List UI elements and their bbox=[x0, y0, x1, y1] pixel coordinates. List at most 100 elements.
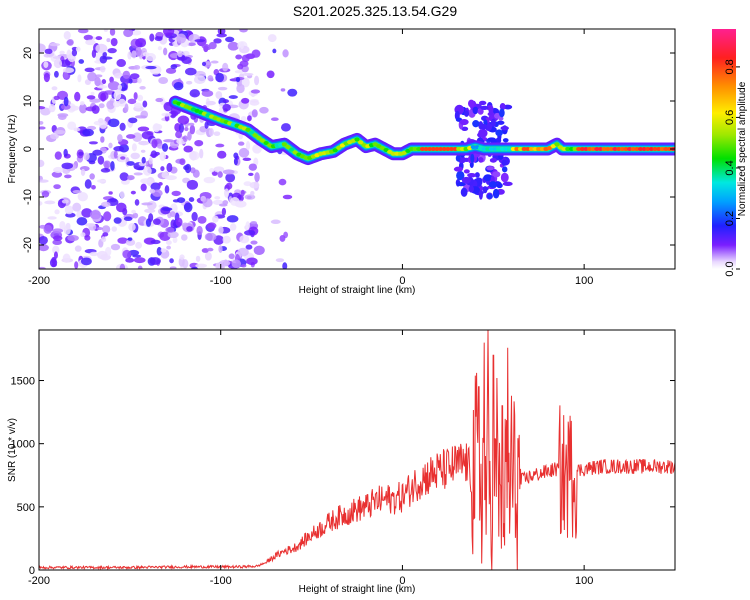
noise-blob bbox=[41, 190, 50, 198]
noise-blob bbox=[110, 37, 118, 47]
noise-blob bbox=[463, 110, 470, 117]
noise-blob bbox=[182, 50, 190, 56]
ridge-core bbox=[281, 142, 287, 147]
noise-blob bbox=[245, 140, 251, 151]
noise-blob bbox=[468, 185, 474, 193]
noise-blob bbox=[120, 156, 126, 160]
noise-blob bbox=[88, 141, 98, 145]
noise-blob bbox=[270, 219, 281, 225]
noise-blob bbox=[254, 172, 260, 183]
noise-blob bbox=[206, 247, 214, 252]
noise-blob bbox=[500, 172, 509, 183]
y-tick-label: 0 bbox=[22, 146, 34, 152]
noise-blob bbox=[184, 163, 192, 174]
ridge-core bbox=[492, 147, 498, 151]
noise-blob bbox=[60, 104, 71, 110]
noise-blob bbox=[125, 134, 136, 139]
noise-blob bbox=[252, 144, 262, 154]
ridge-core bbox=[521, 147, 527, 151]
noise-blob bbox=[210, 60, 219, 64]
figure-title: S201.2025.325.13.54.G29 bbox=[293, 3, 457, 19]
noise-blob bbox=[253, 157, 259, 166]
ridge-core bbox=[561, 147, 567, 151]
noise-blob bbox=[85, 223, 96, 227]
ridge-core bbox=[379, 146, 386, 151]
noise-blob bbox=[80, 257, 92, 266]
noise-blob bbox=[90, 91, 95, 96]
ridge-core bbox=[441, 147, 447, 151]
snr-frame bbox=[38, 329, 676, 571]
colorbar-tick-label: 0.8 bbox=[724, 59, 736, 74]
noise-blob bbox=[248, 172, 254, 177]
noise-blob bbox=[107, 48, 117, 54]
noise-blob bbox=[215, 91, 223, 99]
noise-blob bbox=[187, 131, 192, 141]
noise-blob bbox=[250, 89, 261, 94]
noise-blob bbox=[116, 59, 127, 67]
noise-blob bbox=[218, 226, 224, 234]
noise-blob bbox=[173, 81, 184, 91]
spectrogram-image bbox=[39, 29, 675, 269]
noise-blob bbox=[472, 106, 479, 115]
spectrogram-x-label: Height of straight line (km) bbox=[299, 285, 416, 296]
noise-blob bbox=[251, 49, 261, 58]
noise-blob bbox=[63, 96, 69, 107]
noise-blob bbox=[62, 67, 75, 74]
ridge-core bbox=[499, 147, 505, 151]
ridge-core bbox=[547, 146, 553, 151]
noise-blob bbox=[280, 123, 291, 132]
noise-blob bbox=[217, 86, 228, 91]
noise-blob bbox=[237, 63, 244, 70]
noise-blob bbox=[186, 80, 193, 85]
noise-blob bbox=[126, 161, 135, 166]
x-tick-label: -200 bbox=[28, 275, 50, 287]
noise-blob bbox=[188, 122, 195, 126]
noise-blob bbox=[217, 171, 223, 178]
noise-blob bbox=[135, 241, 143, 249]
noise-blob bbox=[110, 243, 121, 251]
noise-blob bbox=[468, 99, 475, 108]
noise-blob bbox=[176, 33, 187, 44]
ridge-core bbox=[507, 147, 513, 151]
noise-blob bbox=[204, 251, 212, 261]
noise-blob bbox=[108, 118, 120, 128]
ridge-core bbox=[285, 144, 291, 149]
noise-blob bbox=[169, 258, 174, 264]
noise-blob bbox=[238, 147, 250, 158]
noise-blob bbox=[242, 72, 254, 76]
noise-blob bbox=[98, 103, 105, 109]
noise-blob bbox=[131, 209, 136, 214]
noise-blob bbox=[213, 166, 225, 173]
noise-blob bbox=[228, 95, 238, 99]
noise-blob bbox=[203, 176, 216, 184]
noise-blob bbox=[267, 34, 277, 43]
noise-blob bbox=[250, 240, 258, 245]
noise-blob bbox=[148, 213, 154, 223]
noise-blob bbox=[490, 118, 496, 128]
noise-blob bbox=[135, 47, 142, 57]
ridge-core bbox=[259, 138, 266, 143]
noise-blob bbox=[125, 257, 135, 263]
noise-blob bbox=[83, 34, 93, 41]
noise-blob bbox=[128, 117, 138, 124]
noise-blob bbox=[99, 55, 108, 64]
noise-blob bbox=[74, 91, 81, 102]
ridge-core bbox=[303, 155, 309, 160]
noise-blob bbox=[266, 70, 275, 79]
ridge-core bbox=[496, 147, 502, 151]
noise-blob bbox=[96, 179, 107, 183]
noise-blob bbox=[122, 70, 131, 79]
noise-blob bbox=[218, 245, 223, 253]
noise-blob bbox=[151, 139, 158, 149]
ridge-core bbox=[634, 147, 640, 151]
noise-blob bbox=[495, 129, 503, 137]
noise-blob bbox=[213, 131, 221, 137]
ridge-core bbox=[579, 147, 585, 151]
noise-blob bbox=[169, 266, 177, 269]
noise-blob bbox=[99, 65, 106, 73]
noise-blob bbox=[72, 190, 82, 194]
noise-blob bbox=[89, 173, 95, 180]
noise-blob bbox=[250, 220, 257, 225]
ridge-core bbox=[532, 147, 538, 151]
noise-blob bbox=[492, 188, 500, 199]
